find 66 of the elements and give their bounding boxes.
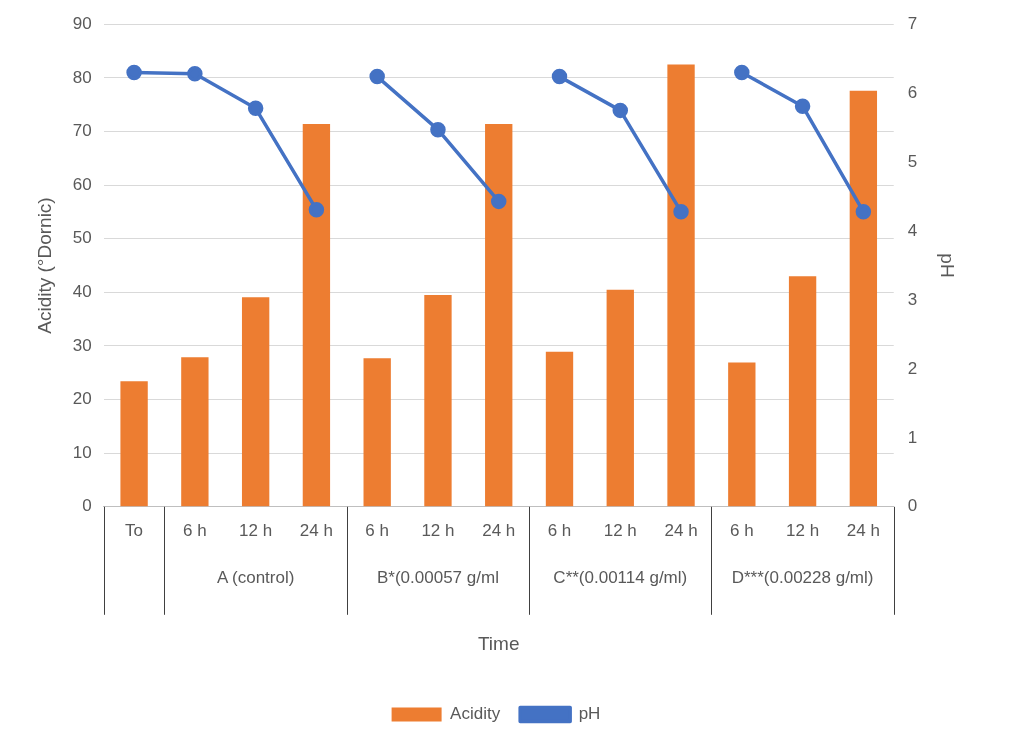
- x-tick-label: 12 h: [239, 520, 273, 540]
- text: D***(0.00228 g/ml): [731, 568, 874, 588]
- point: [734, 64, 750, 81]
- bar: [120, 381, 148, 507]
- y-tick-label: 40: [72, 282, 92, 301]
- text: C**(0.00114 g/ml): [553, 568, 688, 588]
- x-tick-label: 12 h: [421, 520, 455, 540]
- y-tick-label: 50: [72, 228, 92, 248]
- x-tick-label: 24 h: [664, 520, 698, 540]
- bar: [302, 123, 331, 507]
- y-tick-label: 0: [82, 496, 92, 516]
- point: [187, 66, 203, 82]
- legend-label: Acidity: [450, 704, 501, 724]
- bar: [788, 276, 817, 507]
- x-tick-label: To: [125, 520, 144, 540]
- y2-tick-label: 4: [907, 220, 918, 240]
- point: [612, 102, 629, 119]
- y2-tick-label: 3: [907, 289, 918, 309]
- point: [673, 203, 689, 220]
- point: [490, 193, 507, 210]
- y2-axis-title: pH: [937, 253, 959, 278]
- y2-tick-label: 7: [907, 13, 918, 33]
- point: [369, 68, 385, 85]
- bar: [485, 123, 513, 507]
- text: B*(0.00057 g/ml: [377, 568, 499, 588]
- bar: [545, 351, 574, 507]
- point: [551, 68, 568, 85]
- y2-tick-label: 2: [907, 358, 918, 378]
- x-tick-label: 24 h: [299, 520, 333, 540]
- x-tick-label: 12 h: [603, 520, 637, 540]
- x-tick-label: 6 h: [730, 520, 754, 540]
- y-tick-label: 10: [72, 442, 92, 462]
- y2-tick-label: 0: [907, 496, 918, 516]
- bar: [606, 289, 634, 507]
- x-tick-label: 6 h: [183, 520, 207, 540]
- legend-label: pH: [578, 704, 601, 724]
- bar: [424, 294, 452, 507]
- y-tick-label: 80: [72, 67, 92, 87]
- point: [794, 98, 811, 114]
- x-axis-title: Time: [477, 632, 520, 654]
- bar: [728, 362, 756, 507]
- bar: [363, 358, 391, 507]
- y2-tick-label: 1: [907, 427, 918, 447]
- x-tick-label: 6 h: [365, 520, 389, 540]
- y-axis-title: Acidity (°Dornic): [33, 197, 55, 334]
- y-tick-label: 60: [72, 174, 92, 194]
- x-tick-label: 24 h: [482, 520, 516, 540]
- bar: [181, 357, 209, 507]
- x-tick-label: 24 h: [846, 520, 880, 540]
- x-tick-label: 12 h: [786, 520, 820, 540]
- y-tick-label: 20: [72, 389, 92, 409]
- point: [308, 201, 325, 218]
- point: [247, 100, 264, 117]
- y-tick-label: 30: [72, 335, 92, 355]
- point: [430, 121, 446, 138]
- point: [855, 203, 872, 220]
- bar: [241, 297, 270, 507]
- y-tick-label: 70: [72, 121, 92, 141]
- y-tick-label: 90: [72, 13, 92, 33]
- bar: [667, 64, 695, 507]
- point: [126, 64, 142, 81]
- text: A (control): [216, 568, 295, 588]
- x-tick-label: 6 h: [547, 520, 572, 540]
- y2-tick-label: 6: [907, 82, 918, 102]
- bar: [849, 90, 878, 507]
- y2-tick-label: 5: [907, 151, 918, 171]
